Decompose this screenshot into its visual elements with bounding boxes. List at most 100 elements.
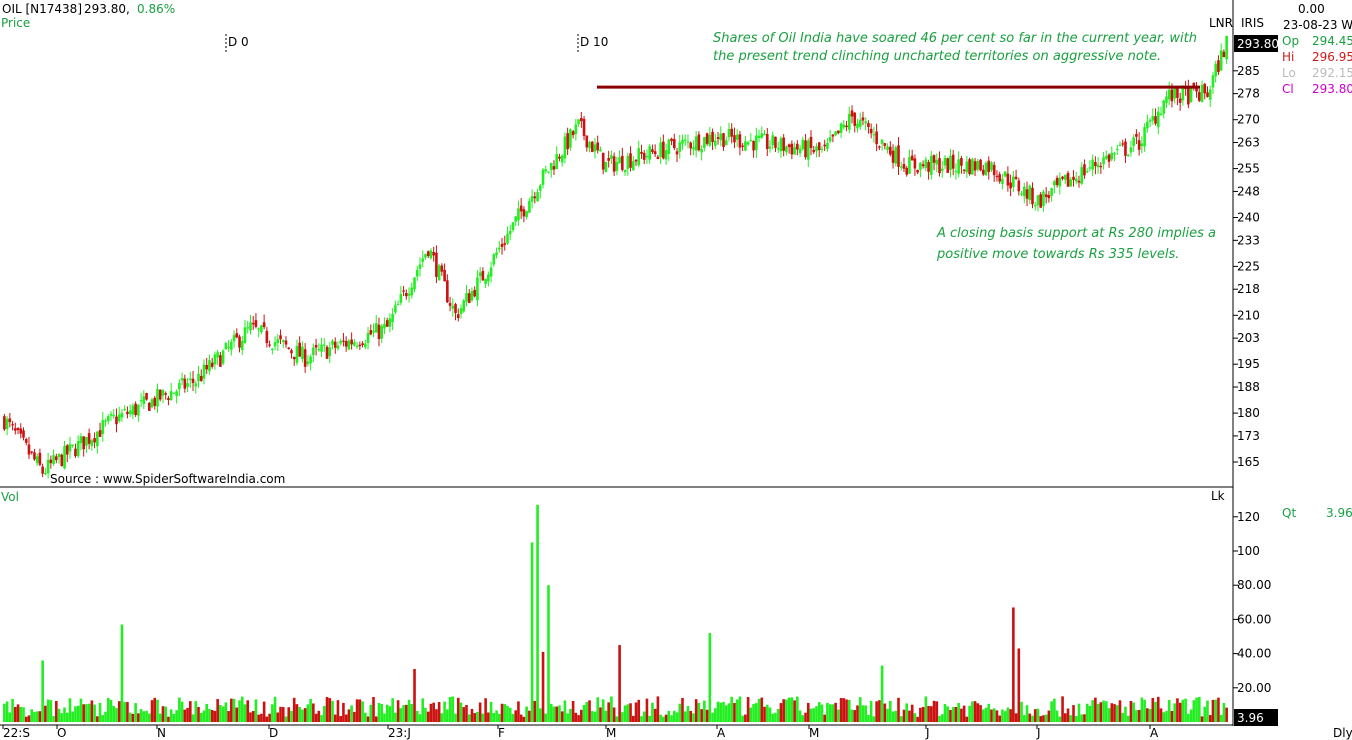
candle-body: [85, 437, 88, 446]
volume-bar: [1156, 696, 1160, 722]
volume-bar: [1055, 710, 1059, 722]
candle-body: [1099, 166, 1103, 168]
candle-body: [932, 155, 936, 163]
volume-bar: [197, 706, 200, 722]
candle-body: [257, 328, 260, 330]
volume-bar: [96, 716, 99, 722]
candle-body: [180, 377, 184, 381]
volume-bar: [421, 698, 425, 722]
candle-body: [686, 141, 690, 143]
symbol-label: OIL [N17438]: [2, 2, 82, 16]
volume-bar: [205, 703, 209, 722]
price-y-ticks: 165 173 180 188 195 203 210 218 225 233 240 248 255 2…: [1233, 64, 1260, 469]
candle-body: [883, 143, 887, 146]
candle-body: [528, 201, 531, 213]
volume-bar: [369, 704, 373, 722]
dly-label: Dly: [1333, 726, 1352, 740]
candle-body: [902, 164, 906, 169]
candle-body: [262, 322, 266, 328]
candle-body: [147, 402, 151, 411]
candle-body: [733, 135, 736, 143]
volume-bar: [112, 705, 116, 722]
volume-bar: [664, 714, 668, 722]
volume-bar: [497, 713, 501, 722]
candle-body: [139, 400, 143, 402]
volume-tick-label: 120: [1237, 510, 1260, 524]
candle-body: [828, 137, 832, 142]
candle-body: [497, 247, 501, 250]
candle-body: [642, 152, 646, 160]
candle-body: [908, 156, 911, 174]
volume-bar: [847, 699, 851, 722]
volume-bar: [164, 706, 167, 722]
candle-body: [213, 354, 217, 365]
info-high-label: Hi: [1282, 50, 1294, 64]
volume-bar: [1121, 712, 1125, 722]
candle-body: [817, 142, 821, 151]
candle-body: [626, 156, 630, 169]
volume-bar: [503, 704, 507, 722]
volume-bar: [558, 705, 561, 722]
volume-bar: [126, 702, 129, 722]
candle-body: [522, 209, 526, 217]
volume-bar: [169, 709, 173, 722]
volume-bar: [268, 713, 271, 722]
candle-body: [38, 452, 42, 465]
volume-bar: [462, 707, 466, 722]
candle-body: [1022, 186, 1026, 197]
volume-bar: [1159, 708, 1163, 722]
candle-body: [33, 452, 36, 460]
volume-bar: [402, 705, 405, 722]
volume-bar: [878, 700, 881, 722]
candle-body: [779, 138, 783, 152]
candle-body: [446, 280, 449, 303]
volume-bar: [1014, 713, 1018, 722]
candle-body: [1115, 148, 1119, 151]
candle-body: [719, 133, 723, 141]
price-tick-label: 248: [1237, 184, 1260, 198]
volume-bar: [886, 708, 889, 722]
candle-body: [413, 277, 416, 290]
volume-bar: [437, 702, 441, 722]
volume-bar: [514, 710, 517, 722]
volume-bar: [104, 711, 107, 722]
time-tick-label: A: [1150, 726, 1159, 740]
volume-tick-label: 60.00: [1237, 612, 1271, 626]
candle-body: [867, 123, 870, 127]
candle-body: [169, 391, 173, 401]
volume-bar: [139, 709, 143, 722]
volume-bar: [1211, 699, 1215, 722]
candle-body: [1064, 174, 1067, 180]
volume-bar: [593, 711, 597, 722]
volume-bar: [1192, 700, 1196, 722]
volume-bar: [230, 698, 233, 722]
volume-bar: [902, 709, 906, 722]
candle-body: [63, 446, 66, 469]
volume-bar: [407, 699, 411, 722]
volume-bar: [232, 698, 236, 722]
volume-bar: [1061, 696, 1064, 722]
candle-body: [749, 140, 753, 142]
volume-bar: [817, 702, 821, 722]
candle-body: [268, 344, 271, 346]
volume-bar: [49, 700, 53, 722]
volume-bar: [790, 697, 794, 722]
volume-layer: [3, 504, 1228, 722]
candle-body: [897, 145, 900, 167]
volume-bar: [689, 710, 692, 722]
volume-bar: [1031, 715, 1034, 722]
candle-body: [708, 134, 712, 146]
candle-body: [454, 304, 457, 313]
volume-bar: [336, 700, 340, 722]
volume-bar: [454, 713, 457, 722]
candle-body: [869, 128, 873, 134]
candle-body: [957, 159, 960, 174]
volume-bar: [618, 645, 621, 722]
candle-body: [1189, 86, 1193, 102]
candle-body: [1159, 113, 1163, 116]
volume-bar: [279, 706, 282, 722]
candle-body: [683, 139, 687, 141]
volume-bar: [1148, 708, 1152, 722]
volume-bar: [1036, 708, 1040, 722]
volume-label: Vol: [1, 490, 19, 504]
